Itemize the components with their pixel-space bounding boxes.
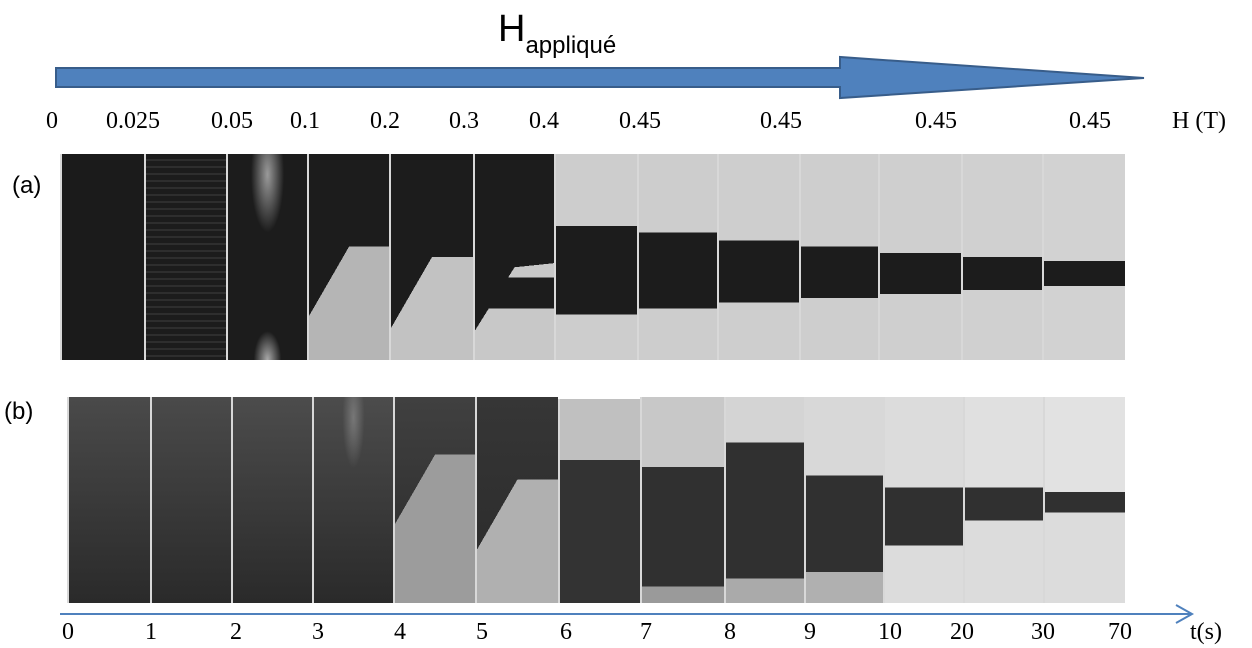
field-unit-label: H (T) [1172, 108, 1226, 134]
time-value: 5 [476, 619, 488, 645]
time-value: 4 [394, 619, 406, 645]
field-value: 0.1 [290, 108, 320, 134]
image-frame [389, 154, 473, 360]
image-frame [144, 154, 226, 360]
field-value: 0.3 [449, 108, 479, 134]
image-frame [963, 397, 1043, 603]
field-value: 0.45 [760, 108, 802, 134]
image-frame [312, 397, 393, 603]
time-value: 30 [1031, 619, 1055, 645]
field-value: 0 [46, 108, 58, 134]
field-value: 0.4 [529, 108, 559, 134]
title-main: H [498, 8, 526, 50]
time-value: 20 [950, 619, 974, 645]
time-value: 7 [640, 619, 652, 645]
image-frame [878, 154, 961, 360]
image-frame [804, 397, 883, 603]
time-value: 6 [560, 619, 572, 645]
field-value: 0.05 [211, 108, 253, 134]
image-frame [558, 399, 640, 603]
image-frame [1042, 154, 1125, 360]
image-frame [554, 154, 637, 360]
field-value: 0.45 [619, 108, 661, 134]
image-frame [1043, 397, 1125, 603]
image-frame [475, 397, 558, 603]
image-frame [226, 154, 307, 360]
applied-field-title: Happliqué [498, 8, 616, 59]
time-value: 2 [230, 619, 242, 645]
image-frame [717, 154, 799, 360]
title-subscript: appliqué [525, 32, 617, 59]
image-frame [883, 397, 963, 603]
image-frame [799, 154, 878, 360]
field-value: 0.2 [370, 108, 400, 134]
field-value: 0.45 [1069, 108, 1111, 134]
field-value: 0.025 [106, 108, 160, 134]
image-frame [150, 397, 231, 603]
panel-a-label: (a) [12, 172, 42, 199]
image-frame [724, 397, 804, 603]
time-value: 9 [804, 619, 816, 645]
image-frame [231, 397, 312, 603]
panel-b-label: (b) [4, 398, 34, 425]
time-value: 10 [878, 619, 902, 645]
image-frame [67, 397, 150, 603]
image-frame [637, 154, 717, 360]
image-frame [473, 154, 554, 360]
time-value: 8 [724, 619, 736, 645]
time-unit-label: t(s) [1190, 619, 1222, 645]
image-frame [393, 397, 475, 603]
image-frame [961, 154, 1042, 360]
time-value: 1 [145, 619, 157, 645]
field-value: 0.45 [915, 108, 957, 134]
time-value: 0 [62, 619, 74, 645]
image-frame [307, 154, 389, 360]
time-value: 3 [312, 619, 324, 645]
time-value: 70 [1108, 619, 1132, 645]
image-frame [60, 154, 144, 360]
image-frame [640, 397, 724, 603]
